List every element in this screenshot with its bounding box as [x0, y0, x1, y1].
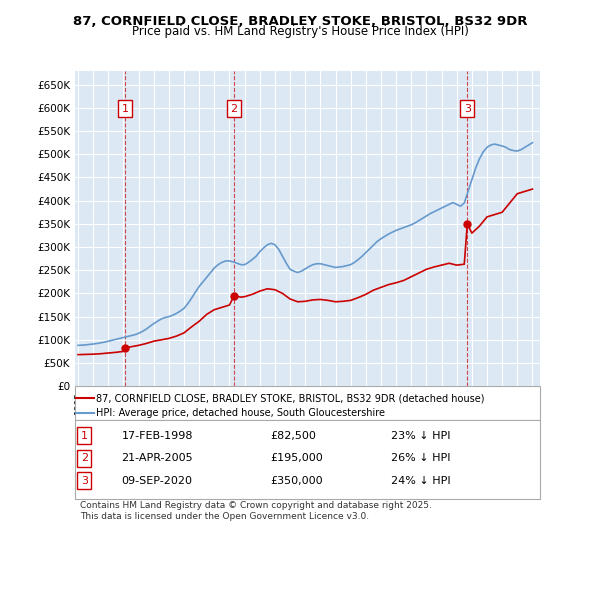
Text: 26% ↓ HPI: 26% ↓ HPI	[391, 453, 451, 463]
Text: £350,000: £350,000	[270, 476, 323, 486]
Text: HPI: Average price, detached house, South Gloucestershire: HPI: Average price, detached house, Sout…	[96, 408, 385, 418]
Text: Price paid vs. HM Land Registry's House Price Index (HPI): Price paid vs. HM Land Registry's House …	[131, 25, 469, 38]
Text: 1: 1	[122, 104, 129, 114]
Text: 3: 3	[81, 476, 88, 486]
Text: Contains HM Land Registry data © Crown copyright and database right 2025.
This d: Contains HM Land Registry data © Crown c…	[80, 502, 431, 521]
Text: 21-APR-2005: 21-APR-2005	[121, 453, 193, 463]
Text: 24% ↓ HPI: 24% ↓ HPI	[391, 476, 451, 486]
Text: 2: 2	[230, 104, 238, 114]
Text: 87, CORNFIELD CLOSE, BRADLEY STOKE, BRISTOL, BS32 9DR: 87, CORNFIELD CLOSE, BRADLEY STOKE, BRIS…	[73, 15, 527, 28]
Text: 87, CORNFIELD CLOSE, BRADLEY STOKE, BRISTOL, BS32 9DR (detached house): 87, CORNFIELD CLOSE, BRADLEY STOKE, BRIS…	[96, 393, 484, 403]
Text: 3: 3	[464, 104, 471, 114]
Text: 23% ↓ HPI: 23% ↓ HPI	[391, 431, 451, 441]
FancyBboxPatch shape	[75, 420, 540, 499]
Text: £82,500: £82,500	[270, 431, 316, 441]
Text: 2: 2	[81, 453, 88, 463]
FancyBboxPatch shape	[75, 386, 540, 420]
Text: £195,000: £195,000	[270, 453, 323, 463]
Text: 09-SEP-2020: 09-SEP-2020	[121, 476, 193, 486]
Text: 1: 1	[81, 431, 88, 441]
Text: 17-FEB-1998: 17-FEB-1998	[121, 431, 193, 441]
